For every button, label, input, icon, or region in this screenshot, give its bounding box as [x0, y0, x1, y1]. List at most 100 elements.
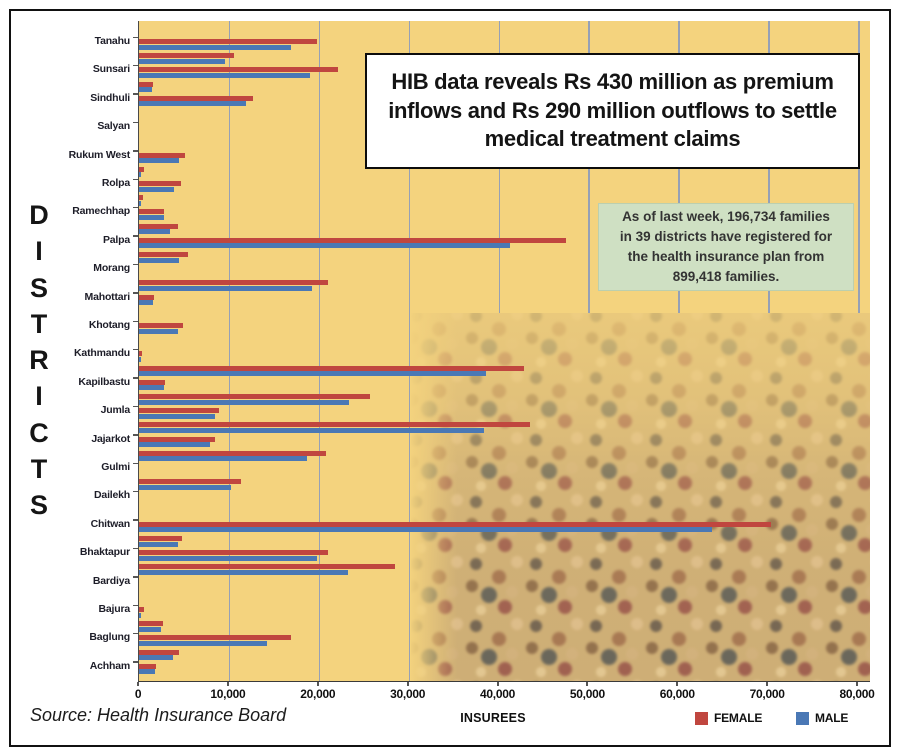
district-label-palpa: Palpa: [102, 233, 130, 246]
y-tick: [133, 93, 138, 95]
female-bar: [139, 536, 183, 541]
female-bar-tanahu: [139, 39, 317, 44]
district-label-baglung: Baglung: [89, 631, 130, 644]
y-tick: [133, 519, 138, 521]
female-swatch: [695, 711, 708, 725]
female-bar: [139, 621, 164, 627]
female-bar-rukum-west: [139, 152, 185, 158]
y-axis-title-letter: I: [35, 236, 43, 267]
x-tick: [316, 682, 319, 686]
female-bar-mahottari: [139, 294, 155, 300]
y-axis-title-letter: S: [29, 490, 48, 521]
y-axis-title-letter: D: [29, 200, 49, 230]
y-tick: [133, 604, 138, 606]
male-bar: [139, 172, 141, 178]
y-tick: [133, 292, 138, 294]
x-tick-label-10000: 10,000: [210, 687, 246, 701]
female-bar-bhaktapur: [139, 550, 328, 556]
female-bar-ramechhap: [139, 209, 165, 215]
male-bar: [139, 58, 226, 64]
male-bar: [139, 626, 162, 632]
headline-text: HIB data reveals Rs 430 million as premi…: [388, 69, 837, 152]
district-label-chitwan: Chitwan: [90, 517, 131, 530]
x-tick-label-50000: 50,000: [569, 687, 605, 701]
x-tick-label-0: 0: [134, 687, 142, 701]
male-bar: [139, 541, 178, 547]
info-box: As of last week, 196,734 families in 39 d…: [598, 203, 854, 291]
female-bar-sunsari: [139, 67, 338, 73]
y-tick: [133, 206, 138, 209]
x-tick: [766, 682, 769, 686]
crowd-photo-fade-overlay: [411, 313, 870, 681]
male-bar-palpa: [139, 243, 511, 249]
male-bar-kapilbastu: [139, 385, 165, 391]
male-bar-achham: [139, 669, 156, 675]
bar-rows: [139, 21, 870, 681]
male-bar: [139, 229, 171, 235]
x-tick: [406, 682, 409, 686]
y-tick: [133, 320, 138, 322]
male-bar-sunsari: [139, 72, 310, 78]
y-tick: [133, 36, 138, 38]
district-label-salyan: Salyan: [97, 120, 130, 133]
y-tick: [133, 405, 138, 408]
y-axis-title-letter: T: [30, 454, 48, 485]
x-tick: [586, 682, 589, 686]
x-tick: [496, 682, 499, 686]
female-bar-sindhuli: [139, 95, 254, 101]
source-label: Source: Health Insurance Board: [30, 705, 287, 725]
y-tick: [133, 462, 138, 464]
y-tick: [133, 434, 138, 436]
info-box-text: As of last week, 196,734 families in 39 d…: [619, 208, 833, 285]
y-tick: [133, 490, 138, 493]
x-tick: [137, 682, 139, 686]
female-bar-baglung: [139, 635, 291, 641]
district-label-sunsari: Sunsari: [92, 63, 130, 76]
female-bar: [139, 394, 370, 399]
female-bar-palpa: [139, 237, 566, 243]
male-bar-kathmandu: [139, 356, 141, 362]
y-tick: [133, 235, 138, 237]
gridline: [318, 21, 321, 681]
y-tick: [133, 377, 138, 379]
district-label-achham: Achham: [89, 659, 130, 672]
female-bar-chitwan: [139, 521, 771, 527]
district-label-jajarkot: Jajarkot: [91, 432, 130, 445]
y-tick: [133, 150, 138, 152]
male-bar: [139, 427, 485, 433]
male-bar-rukum-west: [139, 158, 179, 164]
female-bar-bajura: [139, 607, 145, 612]
district-label-mahottari: Mahottari: [84, 290, 131, 303]
male-bar-bajura: [139, 612, 141, 618]
female-bar: [139, 280, 328, 286]
female-bar: [139, 564, 396, 570]
male-bar-mahottari: [139, 300, 154, 306]
male-bar: [139, 200, 141, 206]
x-tick-label-30000: 30,000: [390, 687, 426, 701]
male-bar-jumla: [139, 413, 216, 419]
gridline: [228, 21, 231, 681]
y-tick: [133, 64, 138, 67]
female-bar: [139, 81, 154, 87]
x-tick-label-70000: 70,000: [749, 687, 785, 701]
male-bar-sindhuli: [139, 101, 246, 107]
legend-item-male: MALE: [796, 711, 848, 725]
y-tick: [133, 263, 138, 266]
female-bar: [139, 223, 178, 229]
y-tick: [133, 661, 138, 663]
female-bar: [139, 252, 189, 257]
male-bar-rolpa: [139, 186, 175, 192]
male-bar-baglung: [139, 640, 267, 646]
district-label-gulmi: Gulmi: [101, 461, 130, 473]
x-tick-label-20000: 20,000: [300, 687, 336, 701]
male-bar: [139, 87, 153, 93]
female-bar-rolpa: [139, 181, 182, 186]
district-label-bajura: Bajura: [98, 603, 131, 615]
female-bar-achham: [139, 663, 157, 669]
male-bar-chitwan: [139, 527, 712, 533]
y-axis-title-letter: C: [29, 417, 49, 448]
female-bar: [139, 422, 530, 428]
female-bar: [139, 365, 524, 371]
